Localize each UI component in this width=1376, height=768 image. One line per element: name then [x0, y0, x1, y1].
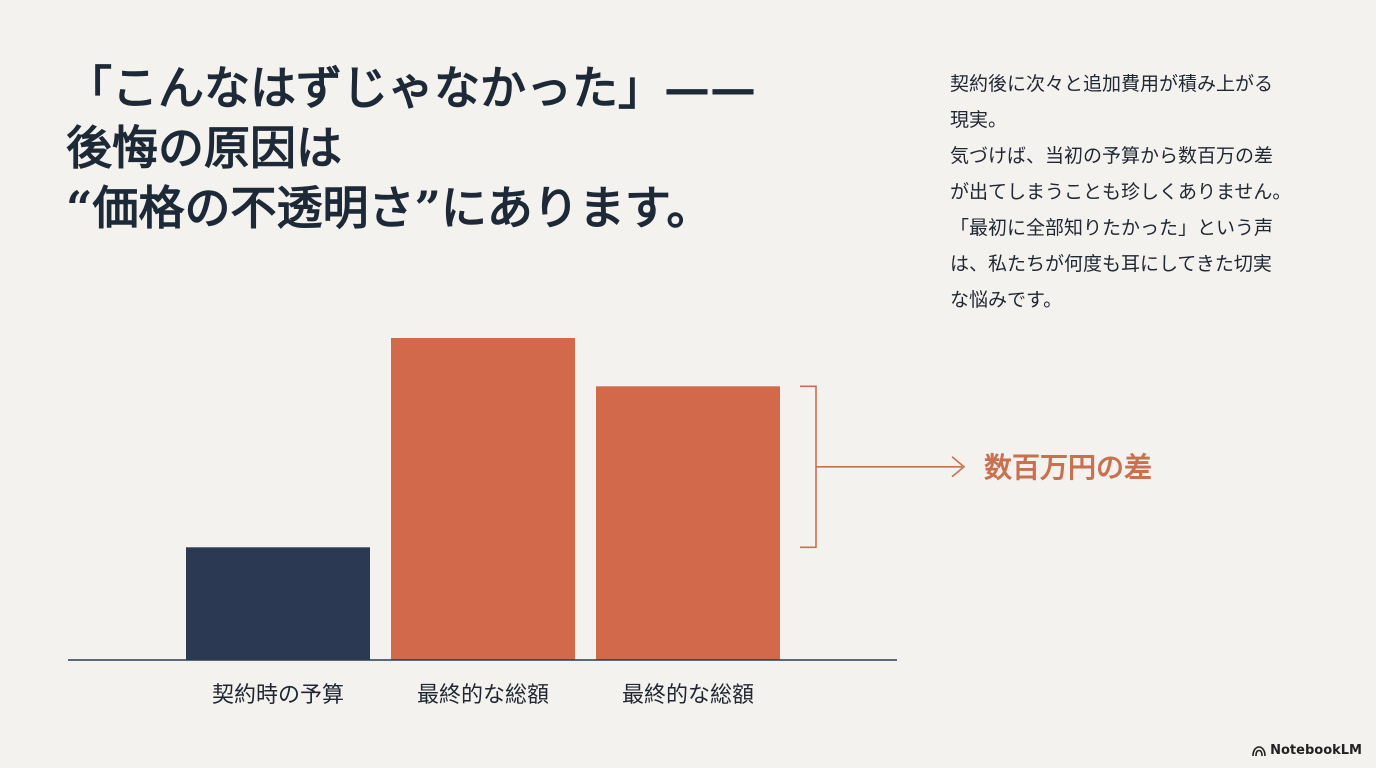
- headline-line-1: 「こんなはずじゃなかった」——: [66, 61, 756, 115]
- bar: [186, 547, 370, 660]
- headline: 「こんなはずじゃなかった」—— 後悔の原因は “価格の不透明さ”にあります。: [66, 58, 866, 238]
- notebooklm-logo-icon: [1252, 745, 1266, 756]
- bar: [596, 386, 780, 660]
- x-tick-label: 契約時の予算: [212, 683, 344, 708]
- headline-line-3: “価格の不透明さ”にあります。: [66, 181, 713, 235]
- x-tick-label: 最終的な総額: [417, 683, 549, 708]
- body-paragraph: 契約後に次々と追加費用が積み上がる 現実。 気づけば、当初の予算から数百万の差 …: [950, 66, 1330, 318]
- difference-annotation: 数百万円の差: [984, 451, 1152, 484]
- difference-bracket: [800, 385, 817, 549]
- bar-chart: 契約時の予算 最終的な総額 最終的な総額 数百万円の差: [68, 338, 1152, 708]
- body-line: 現実。: [950, 109, 1008, 131]
- body-line: 気づけば、当初の予算から数百万の差: [950, 145, 1274, 167]
- x-tick-label: 最終的な総額: [622, 683, 754, 708]
- brand-mark: NotebookLM: [1252, 743, 1362, 758]
- headline-line-2: 後悔の原因は: [66, 121, 342, 175]
- brand-label: NotebookLM: [1270, 743, 1362, 758]
- body-line: が出てしまうことも珍しくありません。: [950, 181, 1292, 203]
- body-line: 契約後に次々と追加費用が積み上がる: [950, 73, 1274, 95]
- arrow-head-icon: [951, 456, 966, 478]
- bar: [391, 338, 575, 660]
- body-line: は、私たちが何度も耳にしてきた切実: [950, 253, 1272, 275]
- body-line: な悩みです。: [950, 289, 1063, 311]
- body-line: 「最初に全部知りたかった」という声: [950, 217, 1274, 239]
